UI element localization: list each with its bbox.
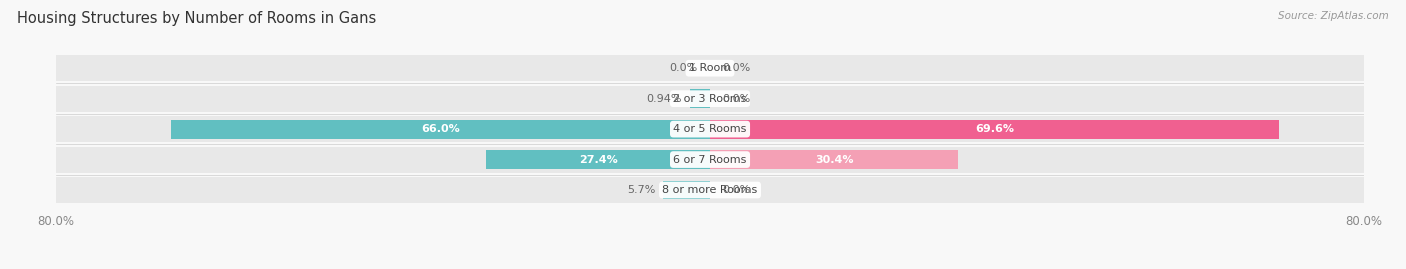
Bar <box>56 86 1364 112</box>
Bar <box>486 150 710 169</box>
Bar <box>689 89 710 108</box>
Text: 0.0%: 0.0% <box>723 94 751 104</box>
Bar <box>56 55 1364 81</box>
Bar <box>56 116 1364 142</box>
Text: 2 or 3 Rooms: 2 or 3 Rooms <box>673 94 747 104</box>
Text: 27.4%: 27.4% <box>579 155 617 165</box>
Text: Housing Structures by Number of Rooms in Gans: Housing Structures by Number of Rooms in… <box>17 11 377 26</box>
Bar <box>56 147 1364 172</box>
Bar <box>664 180 710 200</box>
Text: 5.7%: 5.7% <box>627 185 655 195</box>
Bar <box>170 120 710 139</box>
Text: 0.0%: 0.0% <box>669 63 697 73</box>
Legend: Owner-occupied, Renter-occupied: Owner-occupied, Renter-occupied <box>579 266 841 269</box>
Text: 0.94%: 0.94% <box>645 94 682 104</box>
Bar <box>710 120 1279 139</box>
Bar <box>710 150 959 169</box>
Text: 69.6%: 69.6% <box>974 124 1014 134</box>
Text: 66.0%: 66.0% <box>420 124 460 134</box>
Text: 6 or 7 Rooms: 6 or 7 Rooms <box>673 155 747 165</box>
Text: 30.4%: 30.4% <box>815 155 853 165</box>
Bar <box>56 177 1364 203</box>
Text: Source: ZipAtlas.com: Source: ZipAtlas.com <box>1278 11 1389 21</box>
Text: 8 or more Rooms: 8 or more Rooms <box>662 185 758 195</box>
Text: 1 Room: 1 Room <box>689 63 731 73</box>
Text: 4 or 5 Rooms: 4 or 5 Rooms <box>673 124 747 134</box>
Text: 0.0%: 0.0% <box>723 185 751 195</box>
Text: 0.0%: 0.0% <box>723 63 751 73</box>
